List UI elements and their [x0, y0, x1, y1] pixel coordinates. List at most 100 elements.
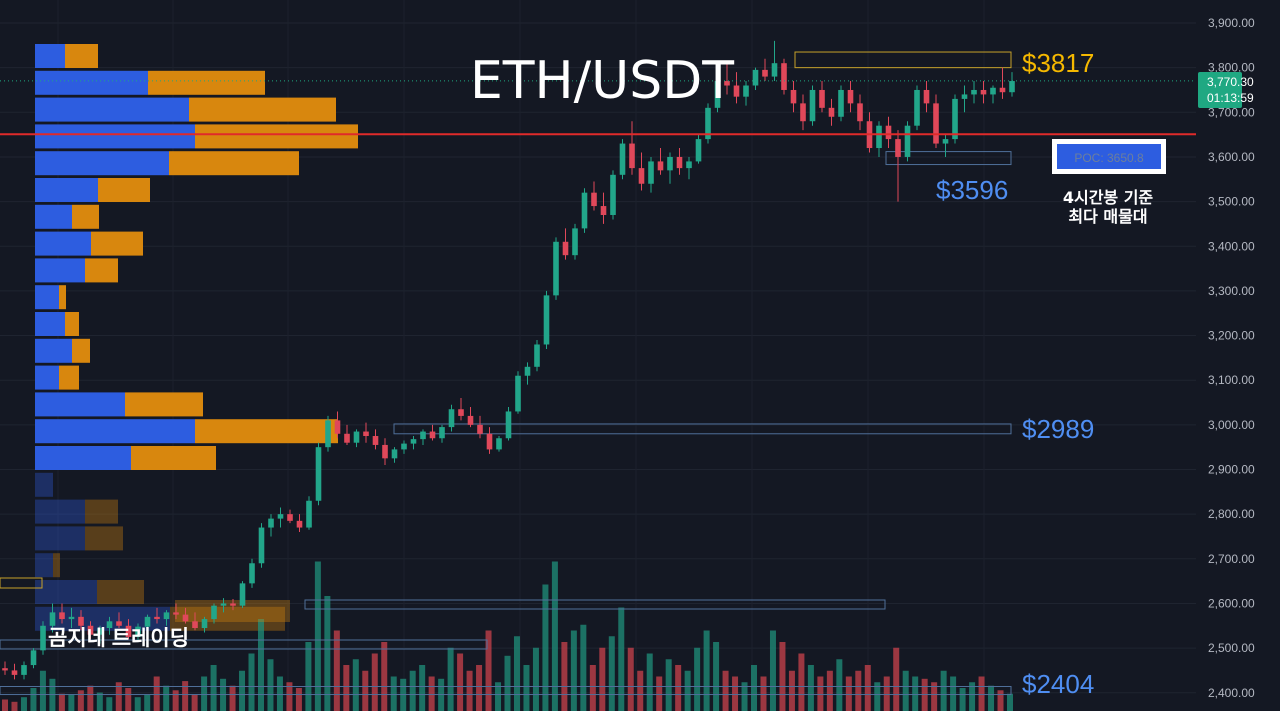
volume-bar [713, 642, 720, 711]
level-label: $2989 [1022, 414, 1094, 444]
candle-body [344, 433, 350, 443]
candle-body [173, 612, 179, 615]
volume-bar [959, 688, 966, 711]
level-zones [0, 51, 1012, 696]
candle-body [847, 89, 854, 104]
candle-body [638, 168, 645, 184]
y-tick-label: 3,500.00 [1208, 195, 1255, 209]
y-tick-label: 2,600.00 [1208, 596, 1255, 610]
volume-bar [504, 655, 511, 711]
candle-body [154, 616, 160, 620]
volume-bar [570, 630, 577, 711]
poc-note-line1: 4시간봉 기준 [1063, 188, 1154, 207]
profile-buy-bar [35, 97, 189, 122]
current-price-tag: 3,770.30 01:13:59 [1198, 72, 1254, 108]
volume-bar [134, 697, 141, 711]
candle-body [809, 89, 816, 122]
candle-body [553, 241, 559, 296]
volume-bar [637, 670, 644, 711]
price-axis[interactable]: 3,900.00 3,800.00 3,700.00 3,600.00 3,500.00… [1208, 16, 1255, 700]
candle-body [562, 241, 569, 256]
volume-bar [371, 653, 378, 711]
level-label: $3596 [936, 175, 1008, 205]
candle-body [819, 89, 825, 108]
support-zone [0, 639, 488, 650]
candle-body [648, 161, 654, 184]
profile-sell-bar [195, 419, 338, 444]
volume-bar [798, 653, 805, 711]
y-tick-label: 3,200.00 [1208, 329, 1255, 343]
volume-bar [20, 697, 27, 711]
volume-bar [997, 690, 1004, 711]
candle-body [306, 500, 312, 528]
candle-body [353, 431, 360, 443]
volume-bar [618, 607, 625, 711]
volume-bar [314, 561, 321, 711]
volume-bar [286, 682, 293, 711]
candle-body [287, 514, 293, 521]
profile-buy-bar [35, 151, 169, 176]
candle-body [714, 81, 721, 108]
candle-body [11, 670, 18, 675]
volume-bar [144, 694, 151, 711]
volume-bar [969, 682, 976, 711]
volume-bar [267, 659, 274, 711]
volume-bar [532, 647, 539, 711]
candle-body [467, 415, 474, 425]
volume-bar [87, 685, 94, 711]
candle-body [581, 192, 588, 229]
candle-body [800, 103, 806, 122]
level-zone [0, 685, 1012, 696]
volume-bar [741, 682, 748, 711]
profile-sell-bar [85, 499, 118, 524]
poc-badge: POC: 3650.8 [1052, 139, 1166, 174]
candle-body [325, 420, 331, 448]
candle-body [296, 520, 303, 528]
volume-bar [229, 685, 236, 711]
candle-body [505, 411, 512, 439]
y-tick-label: 2,800.00 [1208, 507, 1255, 521]
profile-sell-bar [65, 44, 98, 68]
candle-body [458, 409, 464, 416]
volume-bar [988, 685, 995, 711]
candle-body [106, 621, 113, 629]
profile-sell-bar [72, 338, 90, 363]
candle-body [315, 447, 322, 501]
candle-body [733, 85, 740, 97]
candle-body [724, 81, 730, 86]
candle-body [486, 433, 493, 450]
poc-badge-label: POC: 3650.8 [1074, 151, 1144, 165]
volume-bar [257, 619, 264, 711]
candle-body [59, 612, 65, 620]
volume-bar [978, 676, 985, 711]
candle-body [1009, 81, 1015, 93]
volume-bar [864, 665, 871, 711]
volume-bar [11, 701, 18, 711]
candle-body [391, 449, 398, 459]
profile-sell-bar [170, 606, 285, 631]
candle-body [477, 424, 483, 434]
level-label: $3817 [1022, 48, 1094, 78]
y-tick-label: 2,400.00 [1208, 686, 1255, 700]
candle-body [857, 103, 863, 122]
candle-body [933, 103, 939, 144]
profile-buy-bar [35, 312, 65, 336]
volume-bar [874, 682, 881, 711]
level-labels: $3817 $3596 $2989 $2404 [936, 48, 1094, 699]
profile-sell-bar [85, 258, 118, 283]
volume-bar [77, 690, 84, 711]
candle-body [619, 143, 626, 175]
volume-bar [608, 636, 615, 711]
candle-body [961, 94, 968, 99]
volume-bar [343, 665, 350, 711]
volume-bar [58, 693, 65, 711]
volume-bar [447, 647, 454, 711]
candle-body [895, 139, 901, 157]
volume-bar [826, 670, 833, 711]
volume-bar [599, 647, 606, 711]
level-zone [885, 151, 1012, 166]
y-tick-label: 3,100.00 [1208, 373, 1255, 387]
volume-bar [324, 596, 331, 711]
profile-buy-bar [35, 446, 131, 470]
